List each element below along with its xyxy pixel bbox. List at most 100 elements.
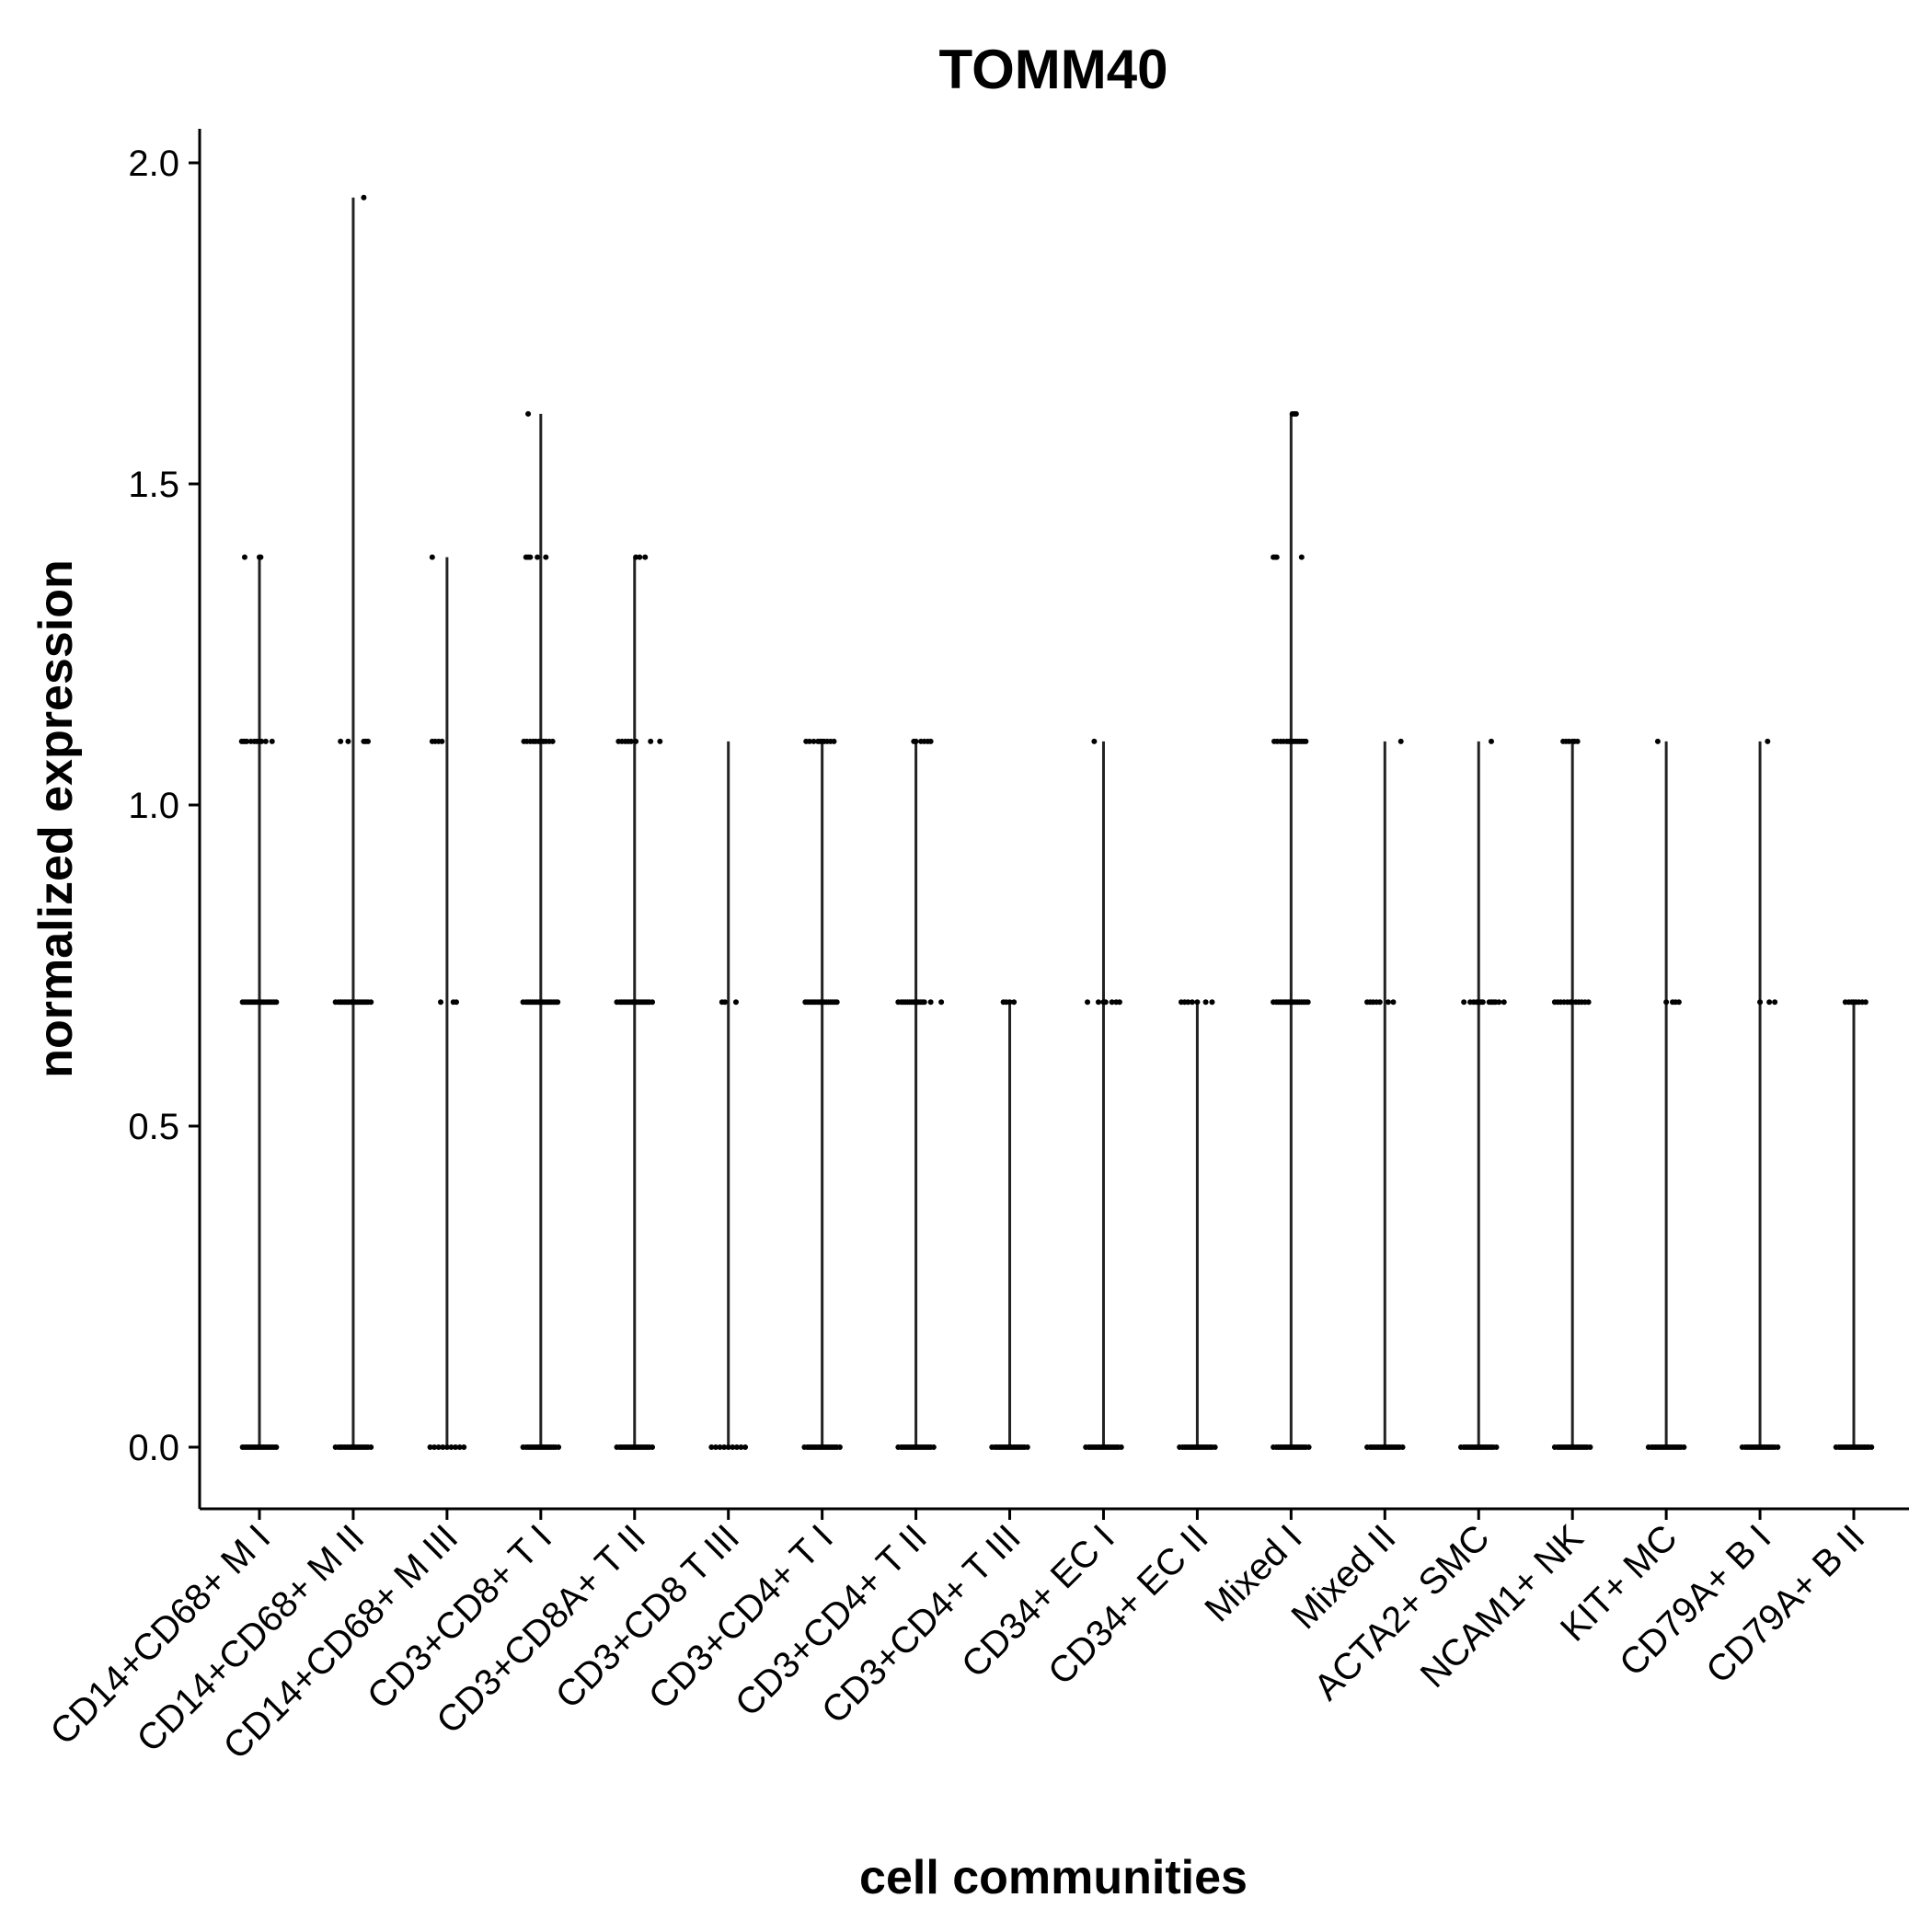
data-point (637, 554, 643, 560)
data-point (1212, 1444, 1218, 1450)
category-group (427, 554, 467, 1450)
data-point (1654, 738, 1661, 744)
data-point (1461, 999, 1467, 1006)
data-point (742, 1444, 749, 1450)
data-point (1585, 999, 1592, 1006)
data-point (1488, 738, 1494, 744)
data-point (930, 1444, 937, 1450)
data-point (938, 999, 945, 1006)
x-axis-label: cell communities (859, 1851, 1248, 1904)
data-point (1775, 1444, 1781, 1450)
data-point (1185, 999, 1191, 1006)
data-point (453, 1444, 459, 1450)
data-point (1766, 999, 1773, 1006)
data-point (273, 1444, 280, 1450)
data-point (453, 999, 459, 1006)
data-point (650, 999, 656, 1006)
data-point (1496, 999, 1502, 1006)
data-point (1109, 999, 1115, 1006)
data-point (431, 1444, 438, 1450)
data-point (1493, 1444, 1500, 1450)
category-group (801, 738, 843, 1450)
data-point (555, 999, 561, 1006)
category-group (1739, 738, 1781, 1450)
plot-area (238, 194, 1875, 1450)
data-point (1298, 554, 1305, 560)
data-point (708, 1444, 715, 1450)
data-point (1024, 1444, 1030, 1450)
data-point (1765, 738, 1771, 744)
data-point (269, 738, 275, 744)
data-point (1091, 738, 1098, 744)
category-group (1551, 738, 1593, 1450)
data-point (1293, 410, 1299, 417)
data-point (733, 1444, 740, 1450)
data-point (1399, 1444, 1406, 1450)
y-tick-label: 1.5 (128, 465, 179, 505)
data-point (836, 1444, 843, 1450)
category-group (1364, 738, 1406, 1450)
category-group (708, 741, 749, 1450)
data-point (368, 999, 374, 1006)
data-point (1376, 999, 1383, 1006)
data-point (435, 1444, 442, 1450)
data-point (1102, 999, 1109, 1006)
category-group (614, 554, 663, 1450)
x-tick-label: NCAM1+ NK (1413, 1517, 1592, 1696)
data-point (927, 738, 934, 744)
y-axis: 0.0 0.5 1.0 1.5 2.0 (128, 144, 200, 1468)
data-point (1663, 999, 1670, 1006)
data-point (1194, 999, 1201, 1006)
data-point (633, 738, 639, 744)
data-point (633, 554, 639, 560)
data-point (361, 194, 367, 201)
category-group (1083, 738, 1124, 1450)
data-point (1390, 999, 1397, 1006)
category-group (1833, 999, 1875, 1450)
data-point (1116, 999, 1122, 1006)
data-point (440, 1444, 446, 1450)
y-tick-label: 0.0 (128, 1428, 179, 1468)
data-point (1189, 999, 1195, 1006)
data-point (806, 738, 812, 744)
data-point (368, 1444, 374, 1450)
data-point (1681, 1444, 1687, 1450)
data-point (1385, 999, 1391, 1006)
data-point (1118, 1444, 1124, 1450)
data-point (1011, 999, 1018, 1006)
data-point (648, 738, 654, 744)
data-point (527, 554, 534, 560)
y-axis-label: normalized expression (29, 559, 83, 1078)
data-point (438, 999, 444, 1006)
data-point (1574, 738, 1581, 744)
data-point (1305, 999, 1311, 1006)
data-point (1479, 999, 1486, 1006)
data-point (338, 738, 344, 744)
category-group (1177, 999, 1218, 1450)
data-point (448, 1444, 454, 1450)
category-group (1645, 738, 1687, 1450)
data-point (1303, 738, 1309, 744)
data-point (1501, 999, 1507, 1006)
data-point (721, 1444, 728, 1450)
data-point (429, 554, 435, 560)
data-point (642, 554, 649, 560)
data-point (456, 1444, 463, 1450)
data-point (831, 738, 837, 744)
data-point (1862, 999, 1869, 1006)
data-point (657, 738, 663, 744)
data-point (543, 554, 549, 560)
data-point (461, 1444, 467, 1450)
data-point (244, 738, 250, 744)
data-point (1757, 999, 1764, 1006)
category-group (238, 554, 280, 1450)
data-point (628, 738, 635, 744)
data-point (345, 738, 351, 744)
data-point (1772, 999, 1778, 1006)
data-point (1095, 999, 1101, 1006)
data-point (738, 1444, 744, 1450)
data-point (262, 738, 269, 744)
data-point (549, 738, 556, 744)
data-point (722, 999, 729, 1006)
